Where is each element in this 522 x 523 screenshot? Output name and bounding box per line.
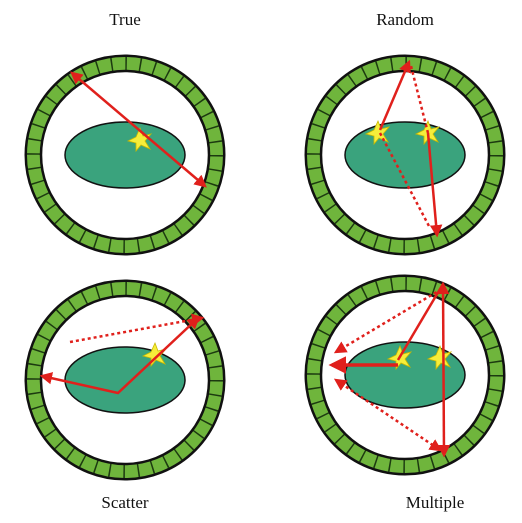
- ring-multiple: [306, 276, 504, 474]
- ring-random: [306, 56, 504, 254]
- label: Scatter: [101, 493, 149, 512]
- diagram: True Random Scatter Multiple: [0, 0, 522, 523]
- label: True: [109, 10, 141, 29]
- label: Random: [376, 10, 434, 29]
- label: Multiple: [406, 493, 465, 512]
- ring-true: [26, 56, 224, 254]
